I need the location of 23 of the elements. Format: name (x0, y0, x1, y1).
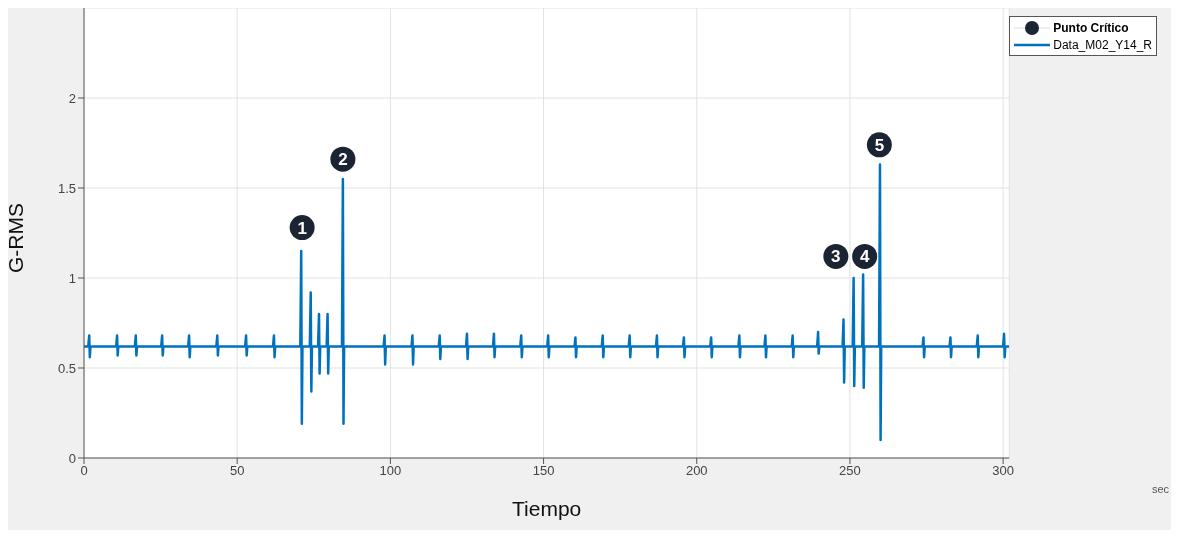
legend-label: Punto Crítico (1053, 20, 1129, 35)
annotation: 2 (338, 150, 348, 170)
x-tick-label: 300 (992, 463, 1014, 479)
line-series (84, 163, 1010, 442)
y-tick-label: 2 (68, 90, 76, 106)
annotation: 5 (874, 135, 885, 155)
y-tick-label: 1 (68, 270, 76, 286)
x-tick-label: 50 (229, 463, 245, 479)
annotation: 3 (831, 247, 841, 267)
y-tick-label: 0 (68, 450, 76, 466)
annotation: 1 (297, 218, 307, 238)
annotation: 4 (859, 247, 870, 267)
x-tick-label: 200 (685, 463, 708, 479)
y-tick-label: 0.5 (57, 360, 76, 376)
x-tick-label: 150 (532, 463, 555, 479)
y-axis-title: G-RMS (4, 203, 28, 273)
y-tick-label: 1.5 (57, 180, 76, 196)
text: sec (1151, 483, 1169, 495)
x-tick-label: 250 (839, 463, 861, 479)
x-tick-label: 0 (80, 463, 88, 479)
x-tick-label: 100 (379, 463, 402, 479)
x-axis-title: Tiempo (512, 497, 582, 520)
legend-label: Data_M02_Y14_R (1053, 37, 1152, 52)
